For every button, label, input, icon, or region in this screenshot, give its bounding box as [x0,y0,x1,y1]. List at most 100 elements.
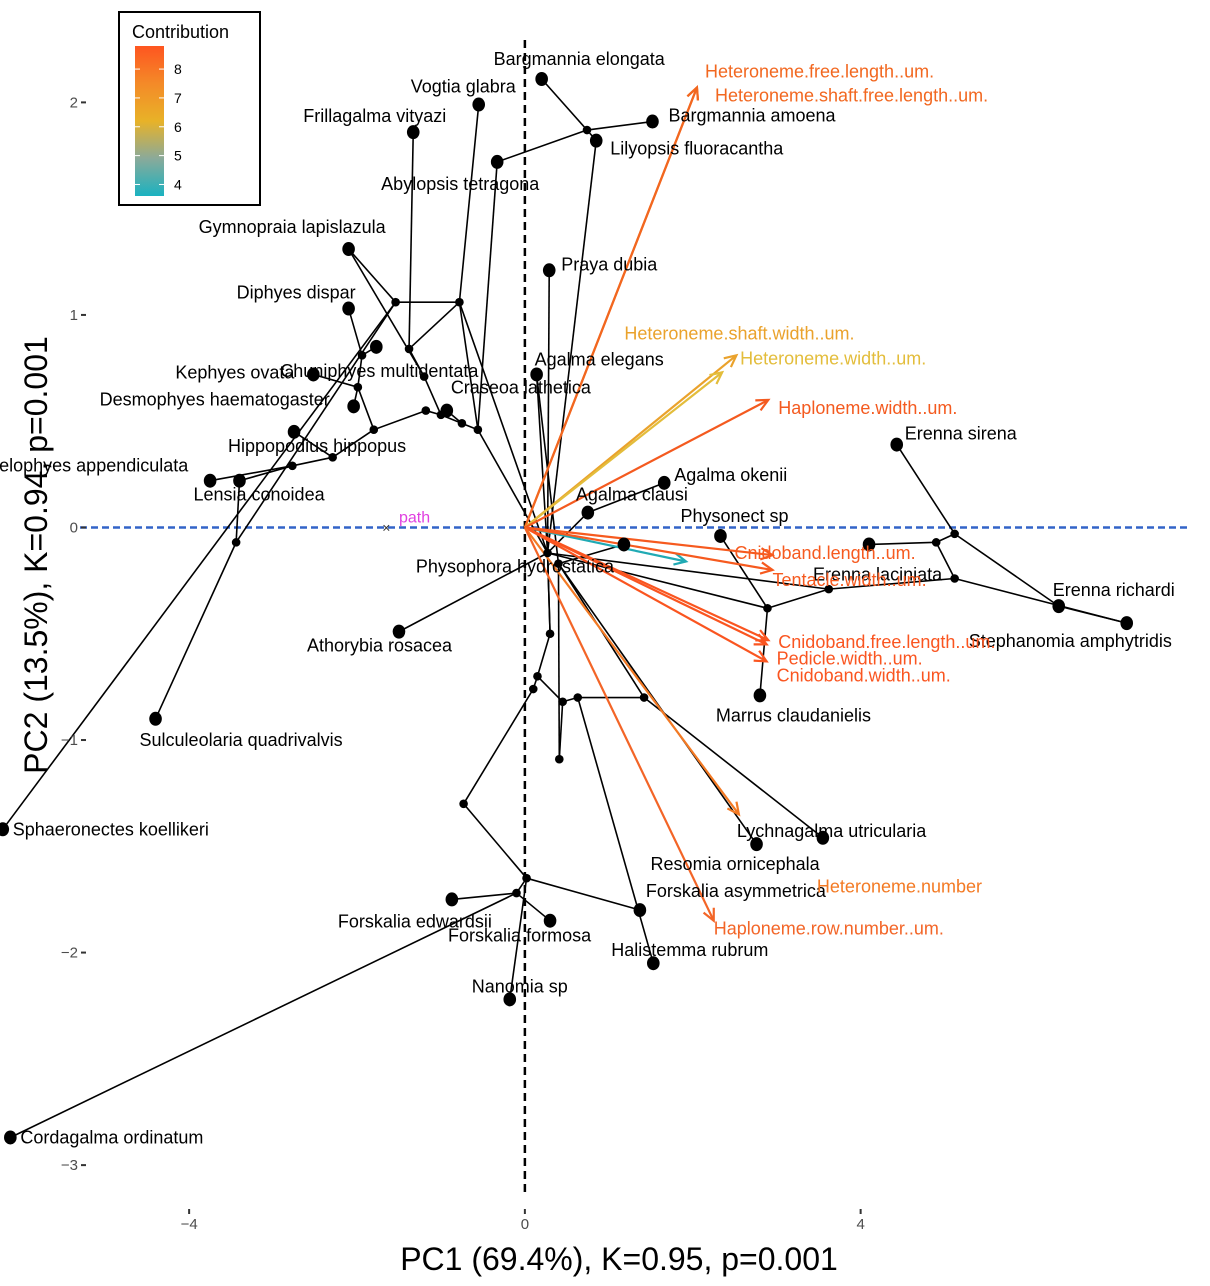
internal-node [391,297,400,307]
species-label-kephyes-ovata: Kephyes ovata [175,362,295,382]
internal-node [357,351,367,360]
variable-arrow [524,526,773,557]
phylogeny-edge [458,302,479,430]
phylogeny-edge [546,270,551,553]
contribution-legend: Contribution 4 5 6 7 8 [118,11,261,206]
species-label-lilyopsis-fluoracantha: Lilyopsis fluoracantha [610,139,784,159]
legend-colorbar [135,46,164,196]
axes: −4 0 4 −3 −2 −1 0 1 2 [61,94,865,1233]
variable-label-pedicle-width-um: Pedicle.width..um. [777,648,923,668]
variable-arrow [524,398,769,529]
phylogeny-edge [643,696,824,839]
y-tick-label: −2 [61,945,78,962]
species-point-kephyes-ovata [307,367,320,382]
species-label-erenna-richardi: Erenna richardi [1053,580,1175,600]
species-point-gymnopraia-lapislazula [342,242,355,257]
phylogeny-edge [719,535,769,609]
phylogeny-edge [348,248,397,303]
species-label-chuniphyes-multidentata: Chuniphyes multidentata [280,361,479,381]
species-point-forskalia-asymmetrica [633,903,647,918]
path-label: path [399,509,430,526]
species-point-abylopsis-tetragona [490,154,504,169]
phylogeny-edge [451,892,517,901]
variable-label-cnidoband-free-length-um: Cnidoband.free.length..um. [778,632,995,652]
phylogeny-edge [896,444,956,535]
y-tick-label: −3 [61,1157,78,1174]
internal-node [573,693,583,702]
species-label-sulculeolaria-quadrivalvis: Sulculeolaria quadrivalvis [140,730,343,750]
variable-label-heteroneme-shaft-free-length-um: Heteroneme.shaft.free.length..um. [715,86,988,106]
x-tick-label: 4 [856,1216,864,1233]
phylogeny-edge [408,301,460,350]
species-label-frillagalma-vityazi: Frillagalma vityazi [303,106,446,126]
species-label-agalma-clausi: Agalma clausi [576,485,688,505]
y-tick-label: 2 [70,94,78,111]
phylogeny-edge [398,552,548,633]
species-label-sphaeronectes-koellikeri: Sphaeronectes koellikeri [13,819,209,839]
species-points [0,72,1134,1145]
legend-tick-label: 6 [174,119,182,135]
species-point-resomia-ornicephala [750,837,763,852]
variable-arrow [523,87,698,528]
species-point-nanomia-sp [503,992,517,1007]
species-label-erenna-sirena: Erenna sirena [905,424,1018,444]
internal-node [522,873,531,883]
species-point-physophora-hydrostatica [617,537,631,552]
legend-tick-label: 7 [174,90,182,106]
species-point-agalma-clausi [581,505,595,520]
species-point-praya-dubia [542,263,556,278]
phylogeny-edge [935,541,956,579]
phylogeny-edge [2,301,397,830]
species-label-cordagalma-ordinatum: Cordagalma ordinatum [20,1127,203,1147]
species-label-chelophyes-appendiculata: Chelophyes appendiculata [0,456,189,476]
species-point-athorybia-rosacea [392,624,406,639]
phylogeny-edge [357,386,375,430]
species-point-halistemma-rubrum [647,956,660,971]
species-label-athorybia-rosacea: Athorybia rosacea [307,636,453,656]
variable-arrow-head [759,547,776,561]
phylogeny-edge [209,465,293,482]
phylogeny-edge [526,877,641,911]
species-point-lilyopsis-fluoracantha [589,133,603,148]
internal-node [512,888,521,898]
internal-node [288,461,297,471]
phylogeny-edge [458,104,480,303]
variable-arrow-head [673,552,689,566]
internal-node [369,425,379,435]
x-tick-label: −4 [181,1216,198,1233]
species-point-chuniphyes-multidentata [370,339,383,354]
internal-node [328,453,337,462]
variable-arrow-head [755,398,771,412]
internal-node [457,419,467,428]
variable-arrow [523,526,740,816]
phylogeny-edge [767,588,829,610]
variable-arrow-head [686,85,700,101]
internal-node [421,406,431,415]
phylogeny-edge [458,301,549,554]
species-label-halistemma-rubrum: Halistemma rubrum [611,940,768,960]
internal-node [931,538,941,547]
variable-arrow [524,526,773,572]
internal-node [763,603,772,613]
phylogeny-edge [515,892,551,922]
phylogeny-edge [576,697,655,964]
species-point-sphaeronectes-koellikeri [0,822,10,837]
species-label-diphyes-dispar: Diphyes dispar [237,283,356,303]
legend-tick-label: 5 [174,148,182,164]
species-point-erenna-richardi [1052,599,1066,614]
phylogeny-edges [2,78,1127,1139]
species-point-bargmannia-amoena [646,114,659,129]
species-label-abylopsis-tetragona: Abylopsis tetragona [381,174,540,194]
phylogeny-edge [547,552,768,610]
species-point-lychnagalma-utricularia [816,830,830,845]
variable-arrow-head [726,801,741,817]
species-point-forskalia-formosa [543,913,557,928]
phylogeny-edge [462,688,534,805]
phylogeny-edge [477,161,498,430]
variable-arrow-head [753,633,769,646]
species-label-erenna-laciniata: Erenna laciniata [813,564,943,584]
variable-label-cnidoband-length-um: Cnidoband.length..um. [735,543,916,563]
internal-node [533,671,542,681]
species-point-diphyes-dispar [342,301,355,316]
